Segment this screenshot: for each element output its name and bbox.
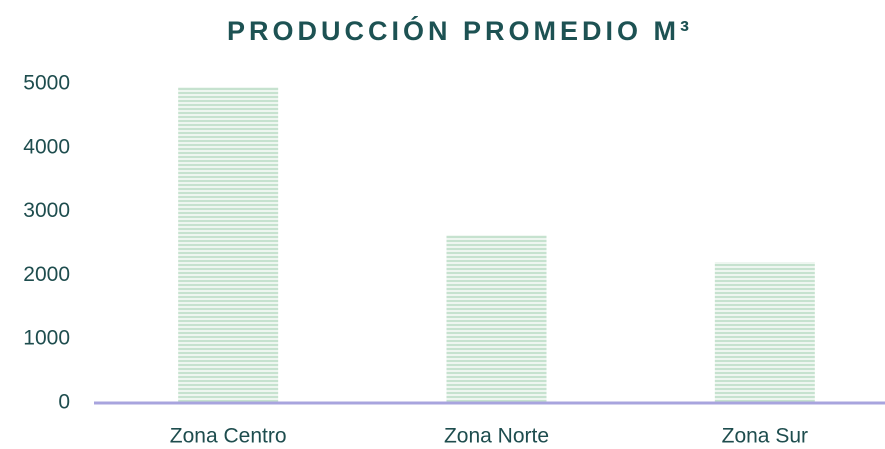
y-tick-label: 2000 bbox=[23, 263, 70, 286]
chart-title: PRODUCCIÓN PROMEDIO M³ bbox=[227, 15, 693, 46]
y-tick-label: 3000 bbox=[23, 199, 70, 222]
bar bbox=[446, 235, 547, 403]
x-tick-label: Zona Norte bbox=[444, 425, 549, 448]
y-tick-label: 4000 bbox=[23, 135, 70, 158]
y-tick-label: 0 bbox=[58, 391, 70, 414]
bar bbox=[714, 262, 815, 403]
bar bbox=[178, 87, 279, 403]
y-tick-label: 5000 bbox=[23, 72, 70, 95]
x-tick-label: Zona Centro bbox=[170, 425, 287, 448]
y-tick-label: 1000 bbox=[23, 327, 70, 350]
x-tick-label: Zona Sur bbox=[722, 425, 808, 448]
